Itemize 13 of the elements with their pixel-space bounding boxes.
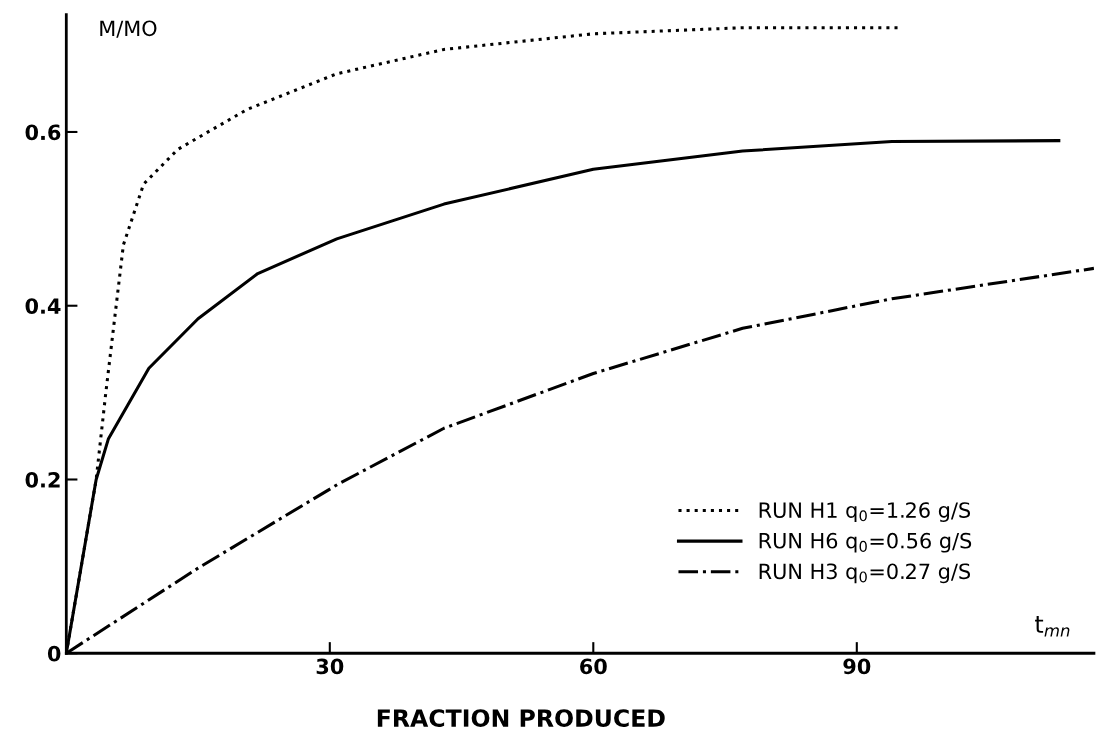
y-tick-label: 0.2 (25, 471, 60, 488)
y-axis-title: M/MO (100, 20, 157, 38)
y-tick-label: 0.6 (25, 124, 61, 141)
x-tick-label: 90 (843, 658, 871, 675)
legend-label: RUN H1 q$_{0}$=1.26 g/S (759, 502, 971, 522)
x-axis-title: t$_{mn}$ (1035, 616, 1070, 637)
legend-label: RUN H3 q$_{0}$=0.27 g/S (759, 563, 971, 584)
text: FRACTION PRODUCED (377, 709, 665, 727)
y-tick-label: 0.4 (25, 298, 61, 314)
x-tick-label: 60 (580, 658, 607, 675)
legend-label: RUN H6 q$_{0}$=0.56 g/S (759, 532, 972, 553)
x-tick-label: 30 (316, 658, 344, 675)
y-tick-label: 0 (47, 645, 61, 662)
